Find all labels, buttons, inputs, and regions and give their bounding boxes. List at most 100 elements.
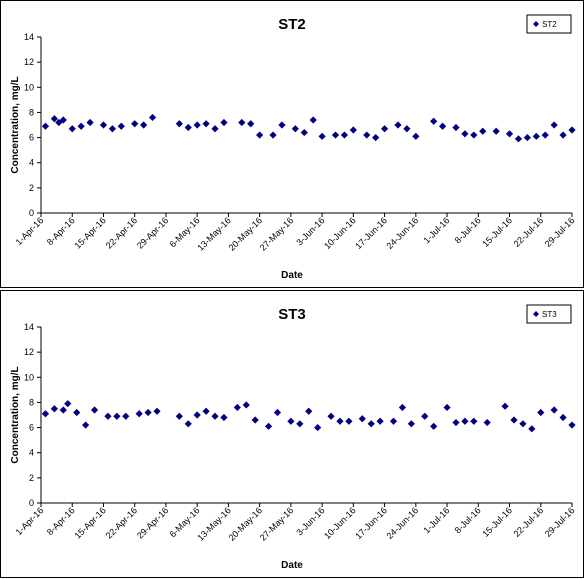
x-tick-label: 8-Apr-16: [45, 215, 77, 247]
y-tick-label: 2: [29, 183, 34, 193]
data-point: [82, 421, 90, 429]
x-axis-label: Date: [281, 560, 303, 571]
data-point: [59, 406, 67, 414]
y-tick-label: 2: [29, 473, 34, 483]
x-tick-label: 27-May-16: [258, 505, 295, 542]
y-tick-label: 4: [29, 158, 34, 168]
data-point: [528, 425, 536, 433]
data-point: [300, 128, 308, 137]
data-point: [247, 120, 255, 128]
data-point: [470, 417, 478, 425]
data-point: [559, 413, 567, 422]
data-point: [461, 130, 469, 138]
data-point: [90, 406, 99, 414]
data-point: [568, 126, 576, 134]
x-tick-label: 29-Apr-16: [135, 215, 170, 250]
data-point: [550, 406, 558, 414]
legend-marker: [533, 21, 539, 27]
data-point: [492, 127, 500, 135]
data-point: [233, 403, 241, 412]
x-tick-label: 24-Jun-16: [385, 505, 421, 541]
data-point: [367, 420, 375, 428]
data-point: [349, 126, 357, 134]
chart-panel-st3: ST3 Concentration, mg/L Date 0 2 4 6 8 10 12 14 1-A…: [0, 290, 584, 578]
data-point: [398, 403, 407, 412]
data-point: [296, 420, 304, 428]
data-point: [532, 132, 540, 140]
data-point: [140, 121, 148, 129]
data-point: [501, 402, 509, 410]
legend-label: ST3: [542, 310, 557, 319]
data-point: [479, 127, 487, 135]
data-point: [144, 408, 152, 417]
data-point: [336, 417, 344, 425]
data-point: [238, 118, 246, 127]
x-tick-label: 8-Jul-16: [453, 215, 483, 245]
data-point: [131, 120, 139, 128]
x-tick-label: 15-Apr-16: [73, 215, 108, 250]
data-point: [331, 131, 340, 139]
x-tick-label: 17-Jun-16: [353, 505, 389, 541]
data-point: [519, 420, 527, 428]
data-point: [153, 407, 161, 415]
data-point: [59, 116, 67, 124]
data-point: [86, 118, 94, 127]
y-tick-label: 6: [29, 133, 34, 143]
data-point: [175, 412, 183, 420]
y-tick-label: 6: [29, 423, 34, 433]
legend-box: [526, 304, 572, 324]
data-point: [64, 400, 72, 408]
scatter-chart-st3: ST3 Concentration, mg/L Date 0 2 4 6 8 10 12 14 1-A…: [10, 304, 576, 571]
data-point: [184, 420, 192, 428]
data-point: [430, 422, 438, 430]
chart-title: ST3: [278, 306, 306, 323]
y-tick-label: 12: [24, 57, 34, 67]
data-point: [104, 412, 112, 420]
y-tick-label: 14: [24, 322, 34, 332]
data-point: [314, 423, 322, 432]
data-point: [41, 410, 50, 418]
data-point: [202, 407, 210, 415]
x-tick-label: 15-Apr-16: [73, 505, 108, 540]
y-tick-label: 10: [24, 82, 34, 92]
data-point: [318, 132, 326, 140]
x-tick-label: 29-Jul-16: [543, 215, 577, 249]
chart-panel-st2: ST2 Concentration, mg/L Date 0 2 4 6 8 10 12 14 1-A…: [0, 0, 584, 288]
x-tick-label: 24-Jun-16: [385, 215, 421, 251]
data-point: [50, 115, 58, 123]
data-point: [412, 132, 420, 140]
data-point: [407, 420, 415, 428]
data-point: [256, 131, 264, 139]
data-point: [461, 417, 469, 425]
x-tick-label: 22-Jul-16: [512, 505, 546, 539]
data-point: [340, 131, 349, 139]
y-tick-label: 4: [29, 448, 34, 458]
x-tick-label: 22-Jul-16: [512, 215, 546, 249]
x-tick-label: 17-Jun-16: [353, 215, 389, 251]
data-point: [117, 122, 125, 130]
chart-title: ST2: [278, 16, 306, 33]
data-point: [264, 422, 273, 430]
x-tick-label: 15-Jul-16: [480, 215, 514, 249]
y-tick-label: 8: [29, 397, 34, 407]
data-point: [380, 125, 389, 133]
x-tick-label: 8-Jul-16: [453, 505, 483, 535]
data-point: [122, 412, 130, 420]
data-point: [41, 122, 50, 130]
y-tick-label: 14: [24, 32, 34, 42]
x-tick-label: 27-May-16: [258, 215, 295, 252]
data-point: [452, 123, 460, 132]
data-point: [537, 408, 545, 417]
scatter-chart-st2: ST2 Concentration, mg/L Date 0 2 4 6 8 10 12 14 1-A…: [10, 14, 577, 281]
x-tick-label: 15-Jul-16: [480, 505, 514, 539]
data-point: [421, 412, 429, 420]
data-point: [550, 121, 558, 129]
data-point: [211, 412, 219, 420]
y-axis-label: Concentration, mg/L: [10, 366, 21, 463]
data-point: [523, 133, 531, 142]
x-tick-label: 8-Apr-16: [45, 505, 77, 537]
x-tick-label: 29-Apr-16: [135, 505, 170, 540]
data-point: [242, 401, 250, 409]
data-point: [568, 421, 576, 429]
y-axis-label: Concentration, mg/L: [10, 76, 21, 173]
